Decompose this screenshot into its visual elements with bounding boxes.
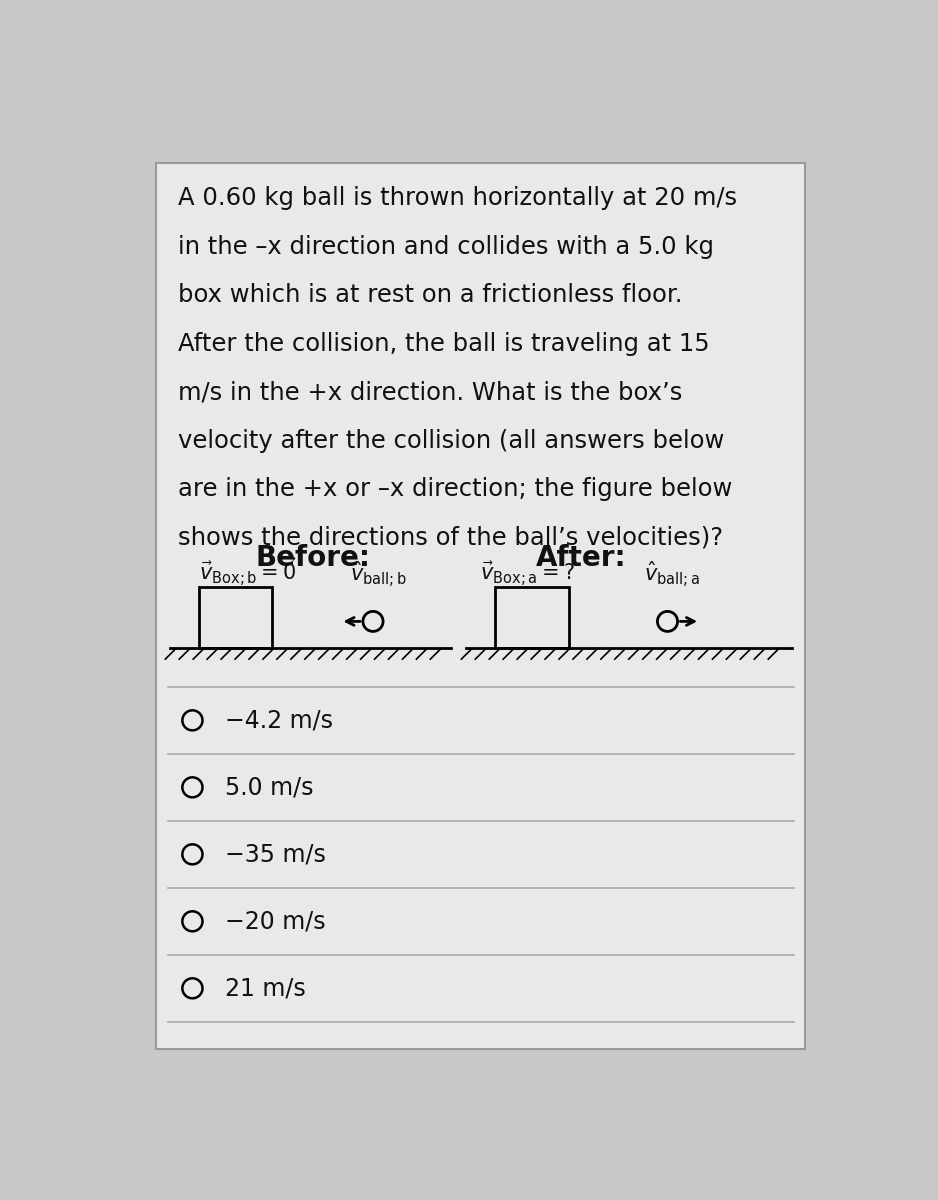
Text: −20 m/s: −20 m/s (225, 910, 325, 934)
Text: box which is at rest on a frictionless floor.: box which is at rest on a frictionless f… (177, 283, 682, 307)
Text: are in the +x or –x direction; the figure below: are in the +x or –x direction; the figur… (177, 478, 732, 502)
Text: 5.0 m/s: 5.0 m/s (225, 775, 313, 799)
Text: 21 m/s: 21 m/s (225, 977, 306, 1001)
Text: shows the directions of the ball’s velocities)?: shows the directions of the ball’s veloc… (177, 526, 723, 550)
Text: −35 m/s: −35 m/s (225, 842, 325, 866)
Text: After:: After: (536, 545, 627, 572)
Text: $\vec{v}_{\mathrm{Box;b}} = \vec{0}$: $\vec{v}_{\mathrm{Box;b}} = \vec{0}$ (199, 556, 296, 589)
Text: m/s in the +x direction. What is the box’s: m/s in the +x direction. What is the box… (177, 380, 682, 404)
Text: −4.2 m/s: −4.2 m/s (225, 708, 333, 732)
Text: $\vec{v}_{\mathrm{Box;a}} =?$: $\vec{v}_{\mathrm{Box;a}} =?$ (480, 560, 575, 589)
Text: in the –x direction and collides with a 5.0 kg: in the –x direction and collides with a … (177, 235, 714, 259)
Bar (495, 587, 569, 648)
Text: velocity after the collision (all answers below: velocity after the collision (all answer… (177, 428, 724, 452)
Text: $\hat{v}_{\mathrm{ball;b}}$: $\hat{v}_{\mathrm{ball;b}}$ (350, 559, 407, 589)
Text: $\hat{v}_{\mathrm{ball;a}}$: $\hat{v}_{\mathrm{ball;a}}$ (644, 559, 701, 589)
Text: A 0.60 kg ball is thrown horizontally at 20 m/s: A 0.60 kg ball is thrown horizontally at… (177, 186, 737, 210)
Text: Before:: Before: (255, 545, 371, 572)
Text: After the collision, the ball is traveling at 15: After the collision, the ball is traveli… (177, 332, 709, 356)
Bar (199, 587, 272, 648)
FancyBboxPatch shape (156, 163, 806, 1049)
